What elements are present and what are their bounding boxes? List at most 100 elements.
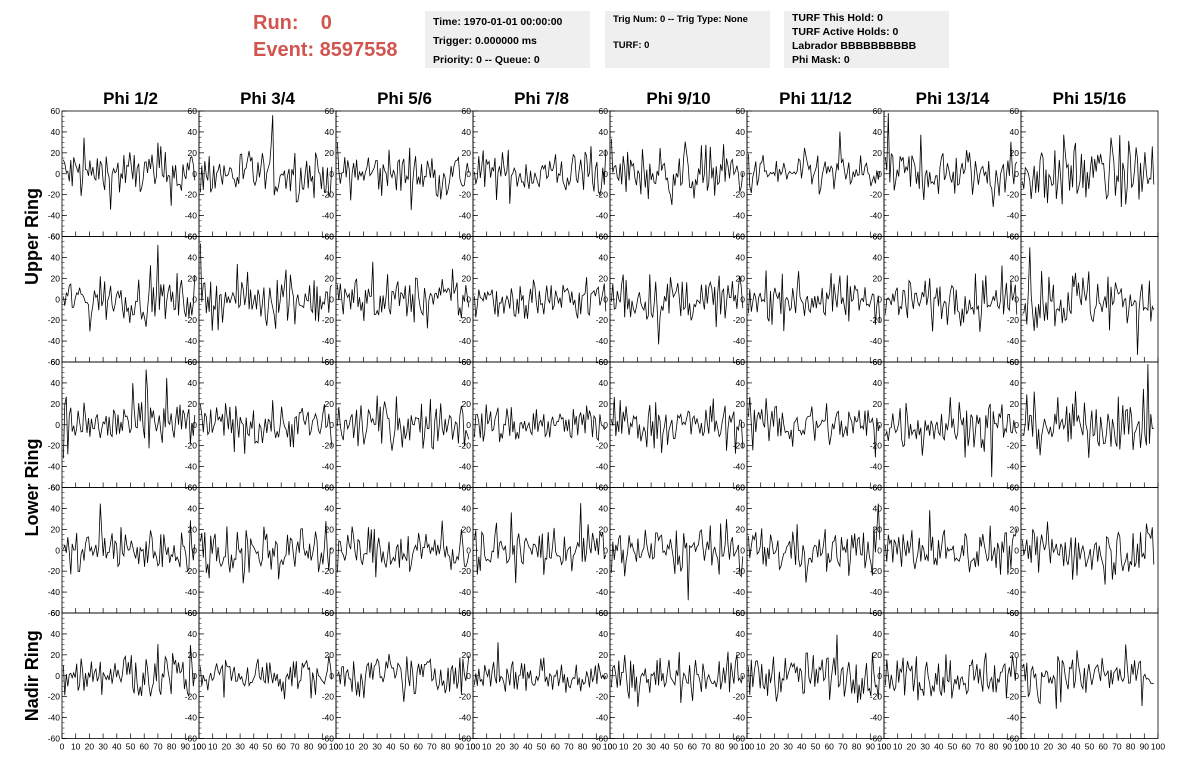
y-tick-label: 0 (877, 420, 882, 430)
x-tick-label: 0 (334, 742, 339, 752)
x-tick-label: 80 (578, 742, 588, 752)
y-tick-label: 0 (192, 545, 197, 555)
labrador-text: Labrador BBBBBBBBBB (792, 40, 917, 52)
y-tick-label: 60 (51, 232, 61, 242)
y-tick-label: 20 (1010, 273, 1020, 283)
y-tick-label: 0 (329, 294, 334, 304)
y-tick-label: 60 (188, 106, 198, 116)
x-tick-label: 30 (920, 742, 930, 752)
row-label: Upper Ring (22, 188, 42, 285)
y-tick-label: 40 (599, 378, 609, 388)
y-tick-label: -40 (322, 462, 335, 472)
y-tick-label: 40 (188, 503, 198, 513)
y-tick-label: 0 (55, 294, 60, 304)
event-label: Event: 8597558 (253, 39, 398, 61)
waveform-trace (63, 244, 196, 332)
y-tick-label: 60 (188, 608, 198, 618)
x-tick-label: 100 (877, 742, 891, 752)
trigger-info-panel: Trig Num: 0 -- Trig Type: None TURF: 0 (605, 11, 770, 68)
waveform-trace (200, 656, 333, 700)
x-tick-label: 60 (687, 742, 697, 752)
priority-text: Priority: 0 -- Queue: 0 (433, 54, 540, 66)
y-tick-label: 0 (877, 671, 882, 681)
y-tick-label: 20 (188, 650, 198, 660)
panel-frame (335, 236, 474, 363)
x-tick-label: 50 (811, 742, 821, 752)
x-tick-label: 60 (139, 742, 149, 752)
y-tick-label: -60 (322, 734, 335, 744)
y-tick-label: 60 (51, 608, 61, 618)
y-tick-label: -40 (459, 713, 472, 723)
y-tick-label: 60 (599, 106, 609, 116)
y-tick-label: -20 (185, 441, 198, 451)
y-tick-label: -40 (48, 462, 61, 472)
y-tick-label: 0 (1014, 420, 1019, 430)
x-tick-label: 70 (1112, 742, 1122, 752)
panel-frame (609, 612, 748, 739)
x-tick-label: 20 (907, 742, 917, 752)
y-tick-label: -20 (459, 190, 472, 200)
y-tick-label: 40 (873, 127, 883, 137)
y-tick-label: 40 (736, 252, 746, 262)
waveform-trace (1022, 521, 1155, 585)
y-tick-label: 20 (51, 148, 61, 158)
y-tick-label: 0 (466, 420, 471, 430)
y-tick-label: -20 (1007, 441, 1020, 451)
y-tick-label: 60 (462, 483, 472, 493)
x-tick-label: 90 (318, 742, 328, 752)
y-tick-label: 20 (873, 148, 883, 158)
x-tick-label: 20 (222, 742, 232, 752)
y-tick-label: 20 (325, 273, 335, 283)
y-tick-label: 60 (462, 232, 472, 242)
x-tick-label: 40 (112, 742, 122, 752)
y-tick-label: 40 (462, 503, 472, 513)
x-tick-label: 0 (1019, 742, 1024, 752)
waveform-trace (63, 643, 196, 697)
y-tick-label: 20 (599, 273, 609, 283)
run-label: Run: 0 (253, 12, 332, 34)
x-tick-label: 30 (646, 742, 656, 752)
y-tick-label: -60 (48, 734, 61, 744)
waveform-trace (337, 653, 470, 702)
y-tick-label: -40 (1007, 211, 1020, 221)
y-tick-label: 0 (877, 169, 882, 179)
y-tick-label: -40 (1007, 462, 1020, 472)
y-tick-label: 20 (1010, 650, 1020, 660)
y-tick-label: -40 (48, 211, 61, 221)
y-tick-label: 60 (51, 106, 61, 116)
y-tick-label: 60 (599, 232, 609, 242)
y-tick-label: -40 (459, 211, 472, 221)
waveform-trace (1022, 134, 1155, 208)
x-tick-label: 50 (263, 742, 273, 752)
y-tick-label: 40 (325, 252, 335, 262)
y-tick-label: -20 (870, 441, 883, 451)
y-tick-label: 40 (736, 127, 746, 137)
y-tick-label: -60 (48, 232, 61, 242)
y-tick-label: -20 (185, 566, 198, 576)
x-tick-label: 100 (192, 742, 206, 752)
panel-frame (609, 110, 748, 237)
y-tick-label: -40 (459, 336, 472, 346)
waveform-trace (1022, 644, 1154, 709)
time-text: Time: 1970-01-01 00:00:00 (433, 16, 563, 28)
y-tick-label: -20 (870, 692, 883, 702)
waveform-trace (885, 652, 1018, 701)
x-tick-label: 70 (427, 742, 437, 752)
x-tick-label: 60 (824, 742, 834, 752)
y-tick-label: 60 (873, 357, 883, 367)
column-header: Phi 13/14 (916, 89, 990, 108)
waveform-trace (200, 243, 333, 331)
x-tick-label: 10 (482, 742, 492, 752)
